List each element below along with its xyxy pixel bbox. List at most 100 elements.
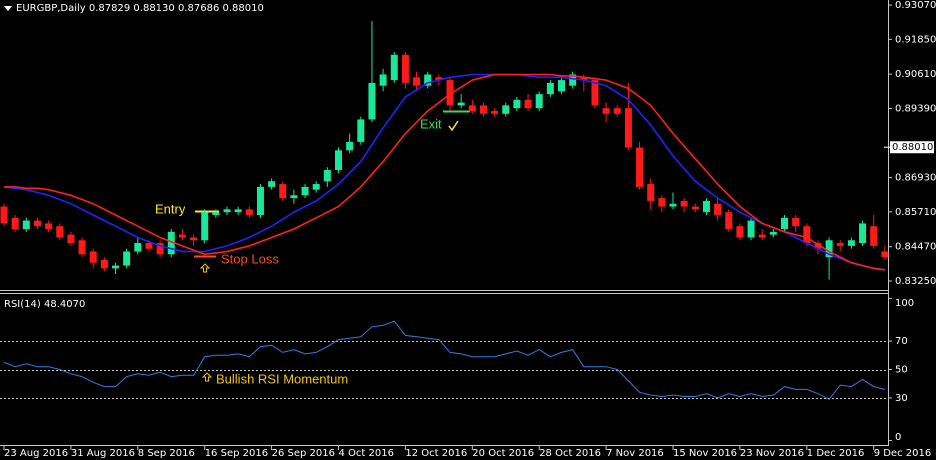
candle-body [602, 108, 610, 114]
candle-body [390, 54, 398, 81]
candle-body [870, 226, 878, 246]
candle-body [335, 150, 342, 171]
candle-body [669, 203, 677, 207]
y-tick-label: 0.89390 [895, 103, 936, 114]
candle-body [546, 82, 554, 95]
candle-body [758, 234, 766, 238]
candle-body [825, 240, 833, 258]
up-arrow [199, 263, 211, 273]
candle-body [45, 223, 53, 230]
candle-body [78, 240, 86, 255]
x-tick-label: 23 Nov 2016 [740, 448, 804, 459]
candle-body [859, 223, 867, 244]
x-tick-label: 8 Sep 2016 [138, 448, 195, 459]
candle-body [781, 217, 788, 230]
candle-body [156, 243, 164, 255]
y-tick-label: 100 [895, 298, 914, 309]
candle-body [112, 265, 119, 269]
candle-body [56, 226, 64, 238]
annotation: Exit [420, 116, 442, 131]
candle-body [234, 209, 242, 213]
candle-body [134, 243, 142, 252]
candle-body [245, 209, 253, 215]
candle-body [312, 184, 320, 190]
candle-body [145, 243, 153, 249]
candle-body [479, 105, 487, 114]
candle-body [223, 209, 231, 213]
candle-body [591, 80, 599, 106]
candle-body [747, 220, 755, 238]
candle-body [769, 231, 777, 235]
candle-body [290, 195, 298, 199]
y-tick-label: 0.85710 [895, 207, 936, 218]
candle-body [524, 99, 532, 109]
candle-body [401, 54, 409, 83]
y-tick-label: 50 [895, 365, 908, 376]
y-tick-label: 30 [895, 393, 908, 404]
y-tick-label: 0.93070 [895, 0, 936, 11]
candle-body [22, 220, 30, 230]
candle-body [468, 105, 476, 111]
candle-body [647, 184, 655, 201]
candle-body [357, 119, 365, 142]
x-tick-label: 23 Aug 2016 [4, 448, 68, 459]
chart-header: EURGBP,Daily 0.87829 0.88130 0.87686 0.8… [16, 3, 264, 14]
candle-body [535, 94, 543, 109]
candle-body [680, 200, 688, 207]
candle-body [636, 147, 644, 187]
candle-body [803, 226, 811, 244]
candle-body [836, 243, 844, 246]
candle-body [714, 203, 722, 215]
candle-body [33, 220, 41, 227]
y-tick-label: 70 [895, 336, 908, 347]
candle-body [569, 74, 577, 86]
y-tick-label: 0.90610 [895, 69, 936, 80]
candle-body [190, 237, 198, 241]
x-tick-label: 7 Nov 2016 [606, 448, 664, 459]
candle-body [424, 74, 432, 86]
y-tick-label: 0.83250 [895, 276, 936, 287]
rsi-header: RSI(14) 48.4070 [4, 299, 85, 310]
x-tick-label: 15 Nov 2016 [673, 448, 737, 459]
candle-body [814, 243, 822, 249]
candle-body [691, 206, 699, 210]
candle-body [725, 212, 733, 230]
moving-average [4, 73, 885, 271]
candle-body [256, 186, 264, 215]
x-tick-label: 31 Aug 2016 [71, 448, 135, 459]
price-marker-box [890, 141, 934, 154]
annotation: Bullish RSI Momentum [216, 371, 348, 386]
candle-body [100, 259, 108, 269]
candle-body [702, 200, 710, 213]
candle-body [613, 108, 621, 114]
menu-triangle [4, 6, 12, 11]
candle-body [67, 234, 75, 244]
candle-body [435, 77, 443, 81]
candle-body [346, 141, 354, 151]
candle-body [0, 206, 8, 224]
candle-body [212, 212, 220, 215]
candle-body [881, 251, 889, 258]
x-tick-label: 20 Oct 2016 [472, 448, 534, 459]
x-tick-label: 4 Oct 2016 [339, 448, 394, 459]
candle-body [413, 77, 421, 86]
candle-body [457, 102, 465, 106]
candle-body [658, 198, 666, 207]
candle-body [847, 240, 855, 246]
x-tick-label: 9 Dec 2016 [874, 448, 932, 459]
candle-body [368, 82, 376, 120]
y-tick-label: 0.84470 [895, 242, 936, 253]
x-tick-label: 1 Dec 2016 [807, 448, 865, 459]
candle-body [792, 217, 800, 227]
x-tick-label: 26 Sep 2016 [272, 448, 335, 459]
y-tick-label: 0.86930 [895, 173, 936, 184]
check-mark [448, 120, 459, 132]
candle-body [736, 226, 744, 238]
annotation: Stop Loss [221, 251, 279, 266]
moving-average [3, 73, 885, 271]
candle-body [558, 80, 565, 92]
candle-body [323, 170, 331, 182]
candle-body [446, 80, 454, 106]
rsi-line [3, 320, 886, 401]
